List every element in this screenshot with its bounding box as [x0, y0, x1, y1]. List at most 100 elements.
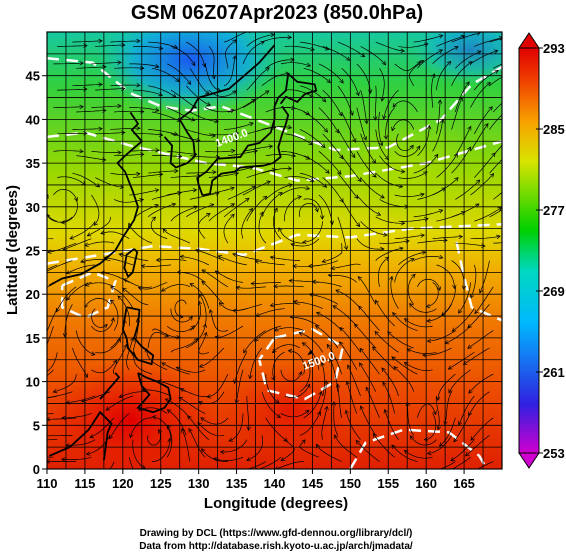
- streamline: [261, 391, 281, 418]
- streamline-arrowhead: [335, 289, 340, 294]
- streamline-arrowhead: [292, 299, 298, 305]
- streamline: [265, 154, 296, 157]
- streamline-arrowhead: [230, 148, 236, 154]
- y-tick-label: 30: [26, 200, 40, 215]
- streamline: [374, 85, 377, 120]
- streamline: [284, 176, 315, 182]
- streamline-arrowhead: [166, 409, 172, 414]
- streamline: [458, 282, 471, 314]
- streamline: [489, 209, 502, 218]
- x-tick-label: 150: [339, 476, 361, 491]
- streamline: [189, 301, 202, 331]
- streamline-arrowhead: [158, 45, 164, 51]
- streamline-arrowhead: [436, 286, 442, 292]
- streamline: [356, 194, 381, 216]
- streamline: [387, 331, 414, 349]
- streamline: [284, 133, 313, 146]
- streamline: [298, 202, 319, 217]
- colorbar-tick-label: 277: [543, 203, 565, 218]
- colorbar-tick-label: 253: [543, 446, 565, 461]
- streamline: [235, 369, 244, 404]
- streamline-arrowhead: [139, 198, 145, 203]
- streamline: [87, 216, 111, 237]
- streamline: [278, 227, 304, 244]
- streamline: [417, 49, 443, 69]
- streamline-arrowhead: [65, 443, 70, 448]
- streamline: [167, 150, 197, 155]
- streamline: [243, 330, 266, 353]
- streamline: [337, 41, 365, 57]
- streamline-arrowhead: [458, 420, 463, 426]
- streamline-arrowhead: [105, 406, 111, 411]
- streamline: [110, 172, 140, 175]
- streamline-arrowhead: [211, 74, 216, 80]
- streamline-arrowhead: [508, 150, 512, 154]
- streamline-arrowhead: [375, 299, 380, 305]
- streamline: [47, 413, 54, 415]
- streamline-arrowhead: [188, 427, 193, 433]
- streamline-arrowhead: [453, 152, 458, 158]
- streamline: [166, 425, 173, 458]
- streamline-arrowhead: [466, 472, 470, 476]
- streamline-arrowhead: [273, 327, 279, 332]
- streamline-arrowhead: [446, 61, 452, 66]
- streamline: [76, 66, 106, 69]
- streamline-arrowhead: [322, 183, 328, 188]
- streamline-arrowhead: [28, 225, 32, 229]
- streamline: [331, 263, 361, 269]
- streamline: [299, 439, 320, 458]
- streamline: [188, 428, 206, 458]
- streamline-arrowhead: [287, 35, 293, 40]
- streamline: [360, 177, 385, 199]
- streamline: [148, 129, 178, 135]
- streamline: [227, 186, 256, 200]
- height-contour: [60, 271, 117, 320]
- streamline-arrowhead: [349, 111, 354, 116]
- streamline-arrowhead: [83, 87, 88, 92]
- streamline-arrowhead: [329, 358, 334, 363]
- streamline: [280, 106, 310, 116]
- streamline-arrowhead: [400, 169, 406, 174]
- streamline-arrowhead: [173, 131, 179, 136]
- streamline: [265, 374, 280, 404]
- streamline-arrowhead: [60, 220, 66, 225]
- streamline-arrowhead: [214, 335, 220, 340]
- streamline-arrowhead: [423, 171, 428, 176]
- streamline-arrowhead: [249, 122, 254, 127]
- streamline-arrowhead: [467, 146, 472, 152]
- streamline: [47, 435, 73, 437]
- streamline: [360, 133, 376, 164]
- streamline: [91, 62, 122, 65]
- streamline: [69, 221, 96, 240]
- height-contour: [257, 327, 345, 401]
- streamline-arrowhead: [79, 61, 84, 66]
- y-axis-label: Latitude (degrees): [4, 185, 21, 315]
- x-tick-label: 160: [415, 476, 437, 491]
- colorbar-top-arrow: [518, 32, 540, 49]
- streamline: [100, 231, 130, 240]
- streamline-arrowhead: [359, 362, 364, 367]
- streamline: [223, 197, 250, 218]
- streamline-arrowhead: [80, 259, 85, 264]
- streamline-arrowhead: [176, 335, 181, 340]
- streamline: [165, 398, 191, 419]
- streamline: [205, 187, 235, 196]
- streamline: [448, 369, 471, 394]
- coastline: [48, 111, 144, 287]
- streamline: [47, 282, 54, 289]
- streamline: [199, 347, 225, 368]
- streamline-arrowhead: [121, 287, 127, 292]
- streamline: [270, 256, 300, 261]
- streamline: [151, 155, 182, 157]
- streamline-arrowhead: [344, 409, 349, 415]
- streamline: [114, 110, 144, 113]
- streamline: [360, 46, 386, 65]
- streamline: [337, 383, 342, 418]
- streamline-arrowhead: [140, 264, 146, 269]
- streamline-arrowhead: [158, 92, 163, 97]
- streamline: [81, 391, 111, 402]
- streamline-arrowhead: [233, 379, 238, 385]
- streamline-arrowhead: [232, 90, 237, 95]
- streamline: [66, 395, 96, 404]
- streamline-arrowhead: [154, 188, 160, 193]
